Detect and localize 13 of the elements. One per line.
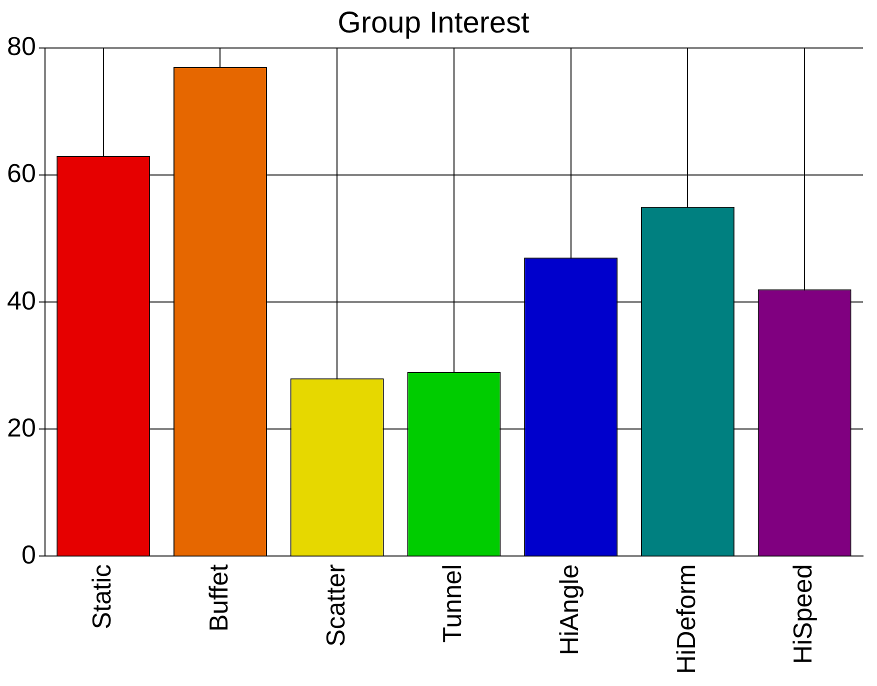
chart-title: Group Interest xyxy=(338,6,530,40)
y-tick-label: 60 xyxy=(7,158,36,188)
y-tick-label: 80 xyxy=(7,31,36,62)
x-tick-label: Buffet xyxy=(203,563,234,632)
y-tick-label: 40 xyxy=(7,285,36,316)
x-tick-label: HiAngle xyxy=(554,564,584,656)
x-tick-label: HiSpeed xyxy=(788,564,818,664)
x-tick-label: Scatter xyxy=(320,564,350,647)
x-tick-label: Tunnel xyxy=(437,564,468,643)
x-tick-label: Static xyxy=(86,564,117,630)
y-tick-label: 0 xyxy=(21,539,36,570)
y-tick-label: 20 xyxy=(7,412,36,442)
x-tick-label: HiDeform xyxy=(670,564,701,674)
